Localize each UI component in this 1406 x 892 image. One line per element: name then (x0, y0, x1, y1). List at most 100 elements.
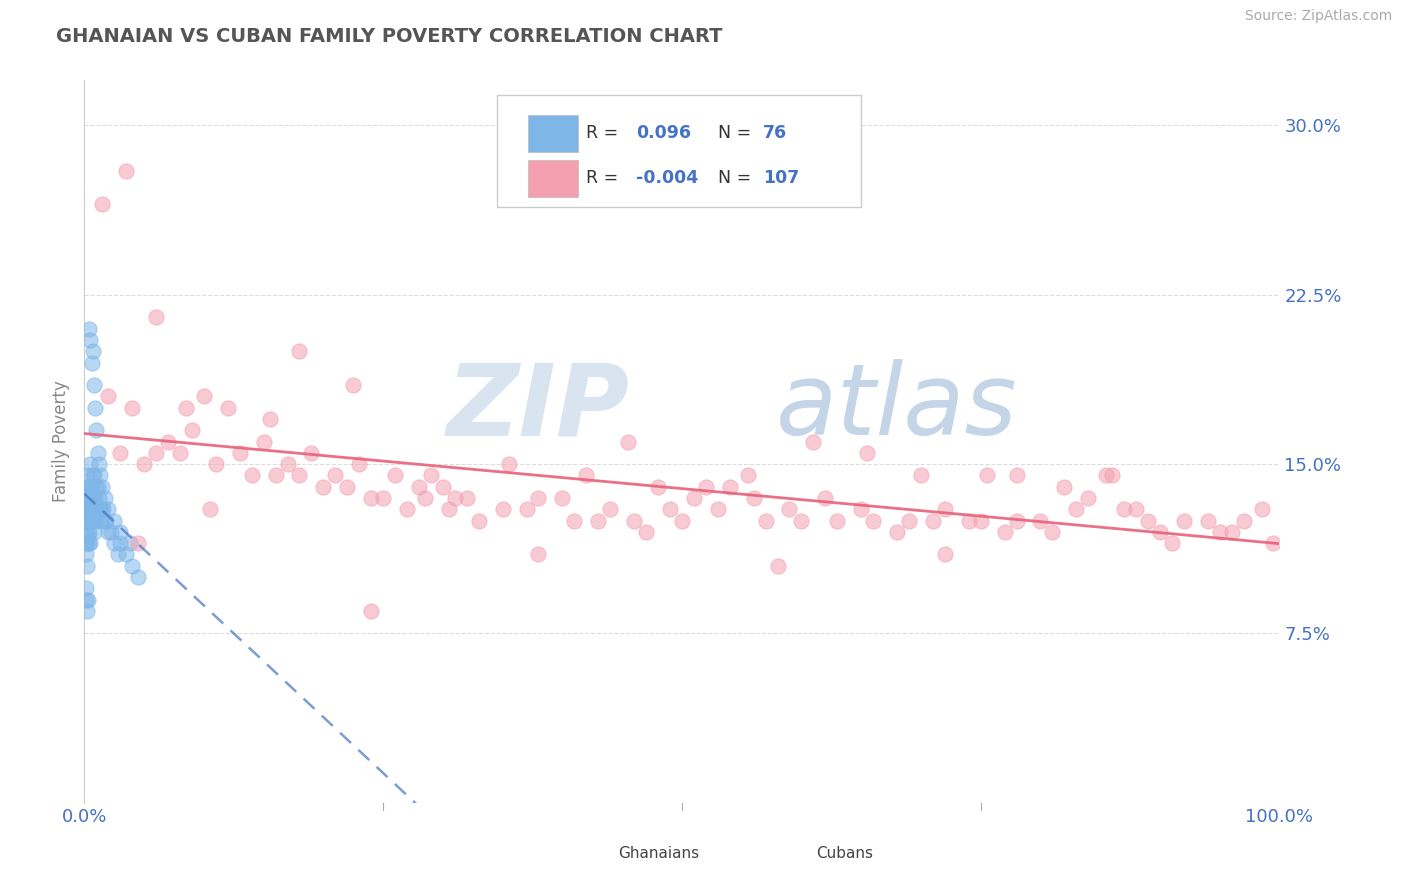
Point (240, 468, 263, 483)
Point (91, 502, 114, 516)
Point (77, 592, 100, 607)
Point (76, 502, 98, 516)
Point (77, 480, 100, 494)
Point (79, 502, 101, 516)
Point (384, 468, 406, 483)
Point (1053, 480, 1076, 494)
Point (83, 502, 105, 516)
Point (89, 468, 111, 483)
Point (934, 502, 956, 516)
Point (516, 502, 538, 516)
Point (86, 502, 108, 516)
Point (75, 514, 97, 528)
Point (169, 446, 191, 460)
Point (396, 502, 419, 516)
Point (93, 491, 115, 505)
Point (127, 570, 149, 584)
Point (77, 321, 100, 335)
Point (408, 480, 430, 494)
Point (86, 502, 108, 516)
FancyBboxPatch shape (527, 160, 578, 196)
Point (349, 457, 371, 471)
FancyBboxPatch shape (574, 838, 606, 869)
Point (325, 468, 347, 483)
Text: Cubans: Cubans (815, 846, 873, 861)
Point (342, 378, 364, 392)
Point (1233, 514, 1256, 528)
Point (803, 434, 825, 449)
Point (79, 333, 101, 347)
Point (707, 502, 730, 516)
Point (551, 491, 574, 505)
Point (575, 468, 598, 483)
Point (86, 480, 108, 494)
Point (198, 502, 221, 516)
Point (82, 344, 104, 359)
Point (75, 582, 97, 596)
Point (588, 514, 610, 528)
Point (444, 491, 467, 505)
Point (217, 401, 239, 415)
Point (93, 514, 115, 528)
Point (97, 502, 120, 516)
Point (77, 491, 100, 505)
Point (75, 491, 97, 505)
Point (79, 536, 101, 550)
Point (683, 491, 706, 505)
Point (910, 468, 932, 483)
Point (976, 468, 998, 483)
Point (737, 468, 759, 483)
Point (264, 468, 287, 483)
Point (103, 536, 125, 550)
Point (312, 480, 335, 494)
FancyBboxPatch shape (527, 115, 578, 152)
Point (83, 524, 105, 539)
Point (80, 480, 103, 494)
Point (253, 434, 276, 449)
Point (193, 389, 215, 403)
Point (80, 491, 103, 505)
Point (718, 480, 741, 494)
Point (80, 355, 103, 369)
Point (83, 378, 105, 392)
Point (90, 514, 112, 528)
Point (636, 524, 658, 539)
Text: N =: N = (718, 124, 751, 142)
Point (527, 548, 550, 562)
Point (76, 558, 98, 573)
Text: 76: 76 (763, 124, 787, 142)
Point (89, 502, 111, 516)
Point (994, 524, 1017, 539)
Point (79, 457, 101, 471)
Point (922, 514, 945, 528)
Point (1250, 502, 1272, 516)
Point (157, 434, 180, 449)
Point (564, 514, 586, 528)
Point (492, 502, 515, 516)
Point (76, 468, 98, 483)
Point (1209, 524, 1232, 539)
Point (420, 468, 443, 483)
Point (84, 401, 107, 415)
Point (898, 514, 921, 528)
Point (118, 536, 141, 550)
Point (671, 514, 693, 528)
Point (456, 491, 478, 505)
Point (970, 514, 993, 528)
Point (934, 548, 956, 562)
Point (174, 401, 197, 415)
FancyBboxPatch shape (496, 95, 862, 207)
Point (76, 536, 98, 550)
Point (97, 389, 120, 403)
Point (623, 514, 645, 528)
Point (229, 446, 252, 460)
Point (886, 524, 908, 539)
Point (82, 502, 104, 516)
Point (373, 491, 395, 505)
Point (1161, 536, 1184, 550)
Point (77, 502, 100, 516)
Text: R =: R = (586, 124, 619, 142)
Point (1101, 468, 1123, 483)
Point (107, 548, 129, 562)
Point (827, 514, 849, 528)
